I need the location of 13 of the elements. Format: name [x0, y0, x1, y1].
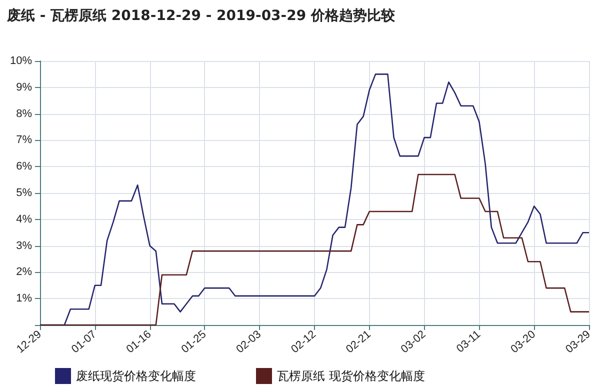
y-tick-label: 3% [16, 240, 32, 252]
y-tick-label: 2% [16, 266, 32, 278]
y-tick-label: 7% [16, 134, 32, 146]
chart-title: 废纸 - 瓦楞原纸 2018-12-29 - 2019-03-29 价格趋势比较 [6, 7, 396, 24]
y-tick-label: 10% [10, 55, 32, 67]
y-tick-label: 4% [16, 213, 32, 226]
y-tick-label: 8% [16, 108, 32, 120]
legend-label: 废纸现货价格变化幅度 [76, 369, 196, 383]
y-tick-label: 5% [16, 187, 32, 199]
y-tick-label: 9% [16, 81, 32, 94]
y-tick-label: 1% [16, 292, 32, 305]
legend-label: 瓦楞原纸 现货价格变化幅度 [277, 369, 425, 383]
y-tick-label: 6% [16, 160, 32, 173]
